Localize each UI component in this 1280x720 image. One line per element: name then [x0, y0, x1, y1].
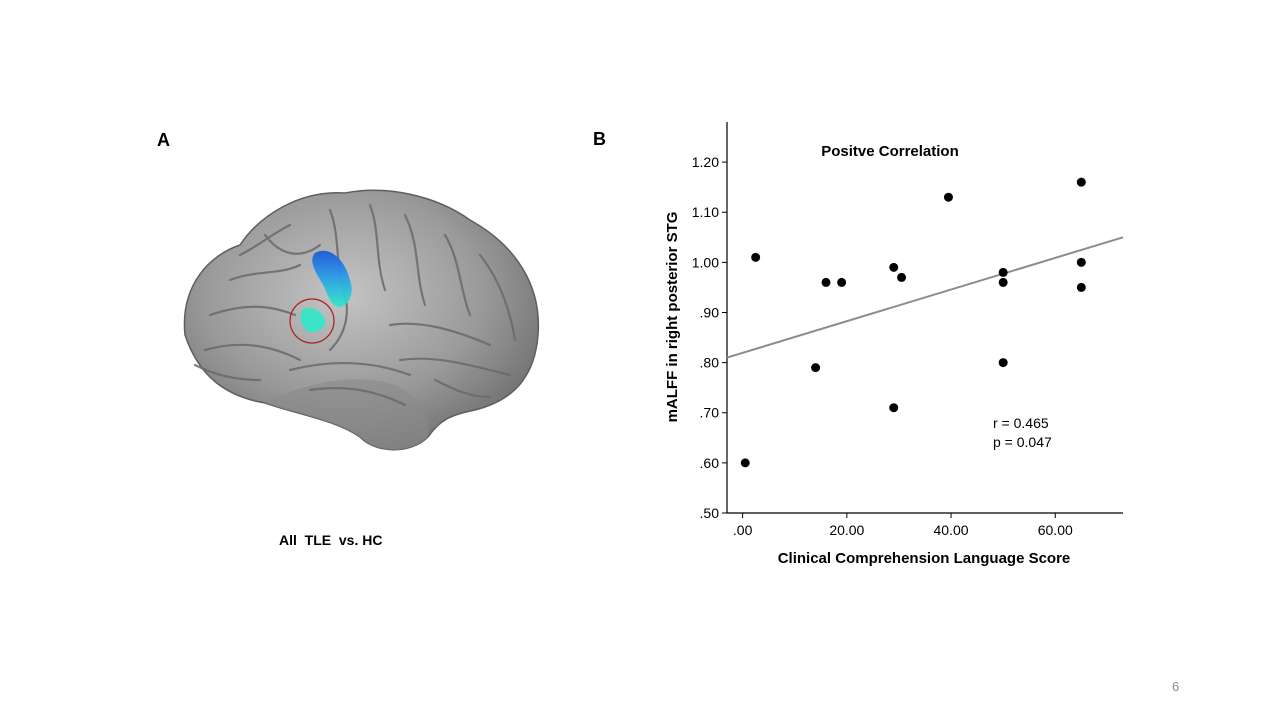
y-axis-label: mALFF in right posterior STG: [664, 212, 681, 423]
brain-caption: All TLE vs. HC: [279, 532, 383, 548]
data-point: [811, 363, 821, 373]
data-point: [821, 277, 831, 287]
panel-label-a: A: [157, 130, 170, 150]
x-tick-label: 60.00: [1038, 522, 1073, 538]
data-point: [889, 403, 899, 413]
data-point: [998, 358, 1008, 368]
data-point: [1076, 282, 1086, 292]
y-tick-label: 1.20: [692, 154, 719, 170]
y-tick-label: .90: [700, 304, 720, 320]
data-point: [897, 272, 907, 282]
y-tick-label: 1.10: [692, 204, 719, 220]
y-tick-label: .50: [700, 505, 720, 521]
x-axis-label: Clinical Comprehension Language Score: [778, 550, 1071, 567]
data-point: [1076, 257, 1086, 267]
slide-number: 6: [1172, 679, 1180, 694]
chart-title: Positve Correlation: [821, 143, 959, 160]
brain-surface-image: [170, 175, 550, 470]
fit-line: [726, 236, 1124, 359]
x-tick-label: 20.00: [829, 522, 864, 538]
data-point: [943, 192, 953, 202]
data-point: [998, 267, 1008, 277]
panel-label-b: B: [593, 129, 606, 149]
data-point: [1076, 177, 1086, 187]
x-tick-label: .00: [733, 522, 753, 538]
scatter-chart: .50 .60 .70 .80 .90 1.00 1.10 1.20 .00 20.00 40.00…: [640, 110, 1160, 585]
y-tick-label: .60: [700, 455, 720, 471]
data-point: [889, 262, 899, 272]
x-tick-label: 40.00: [934, 522, 969, 538]
data-point: [998, 277, 1008, 287]
y-tick-label: 1.00: [692, 254, 719, 270]
data-point: [740, 458, 750, 468]
annotation-r: r = 0.465: [993, 415, 1049, 431]
annotation-p: p = 0.047: [993, 434, 1052, 450]
y-tick-label: .80: [700, 355, 720, 371]
data-point: [837, 277, 847, 287]
data-point: [751, 252, 761, 262]
y-tick-label: .70: [700, 405, 720, 421]
